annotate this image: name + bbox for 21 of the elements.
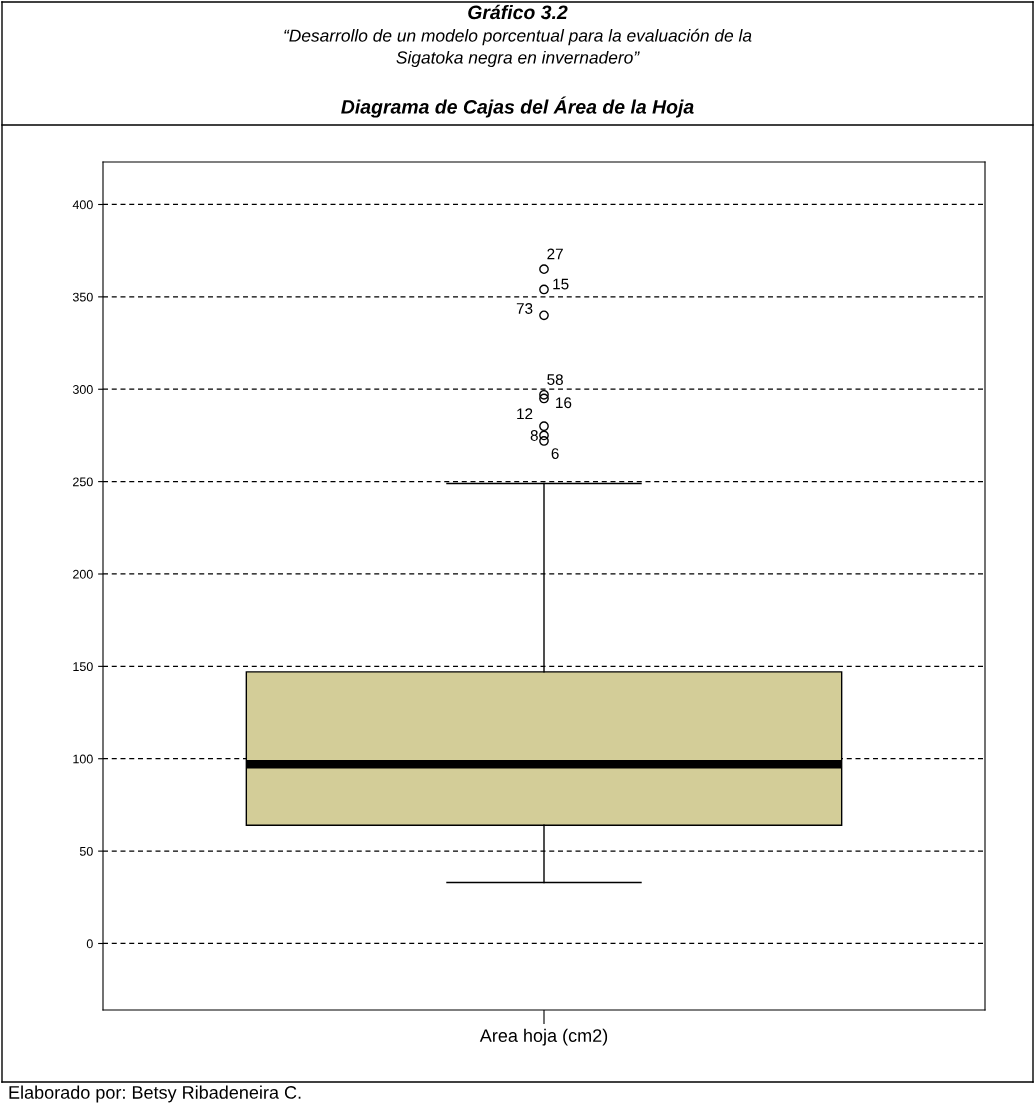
y-tick-label: 50 xyxy=(79,846,93,856)
annotation: 15 xyxy=(553,278,569,290)
annotation: 58 xyxy=(547,374,563,385)
chart-subtitle: Gráfico 3.2 “Desarrollo de un modelo porcentual para la evaluación de la Sigatoka negra en invernadero” xyxy=(284,4,752,68)
annotation: 16 xyxy=(556,397,572,409)
y-tick-label: 250 xyxy=(73,477,93,487)
annotation: 6 xyxy=(551,448,559,459)
y-tick-label: 350 xyxy=(72,292,93,302)
chart-title: Diagrama de Cajas del Área de la Hoja xyxy=(341,96,694,118)
y-tick-label: 400 xyxy=(72,200,93,210)
annotation: 12 xyxy=(517,408,533,420)
annotation: 27 xyxy=(547,248,563,260)
y-tick-label: 300 xyxy=(72,385,93,394)
y-tick-label: 0 xyxy=(86,939,93,949)
x-tick-label: Area hoja (cm2) xyxy=(479,1028,608,1046)
text: Elaborado por: Betsy Ribadeneira C. xyxy=(9,1085,301,1103)
annotation: 73 xyxy=(516,303,533,314)
y-tick-label: 150 xyxy=(73,662,93,672)
y-tick-label: 100 xyxy=(73,754,93,764)
y-tick-label: 200 xyxy=(73,569,93,579)
annotation: 8 xyxy=(530,430,538,441)
